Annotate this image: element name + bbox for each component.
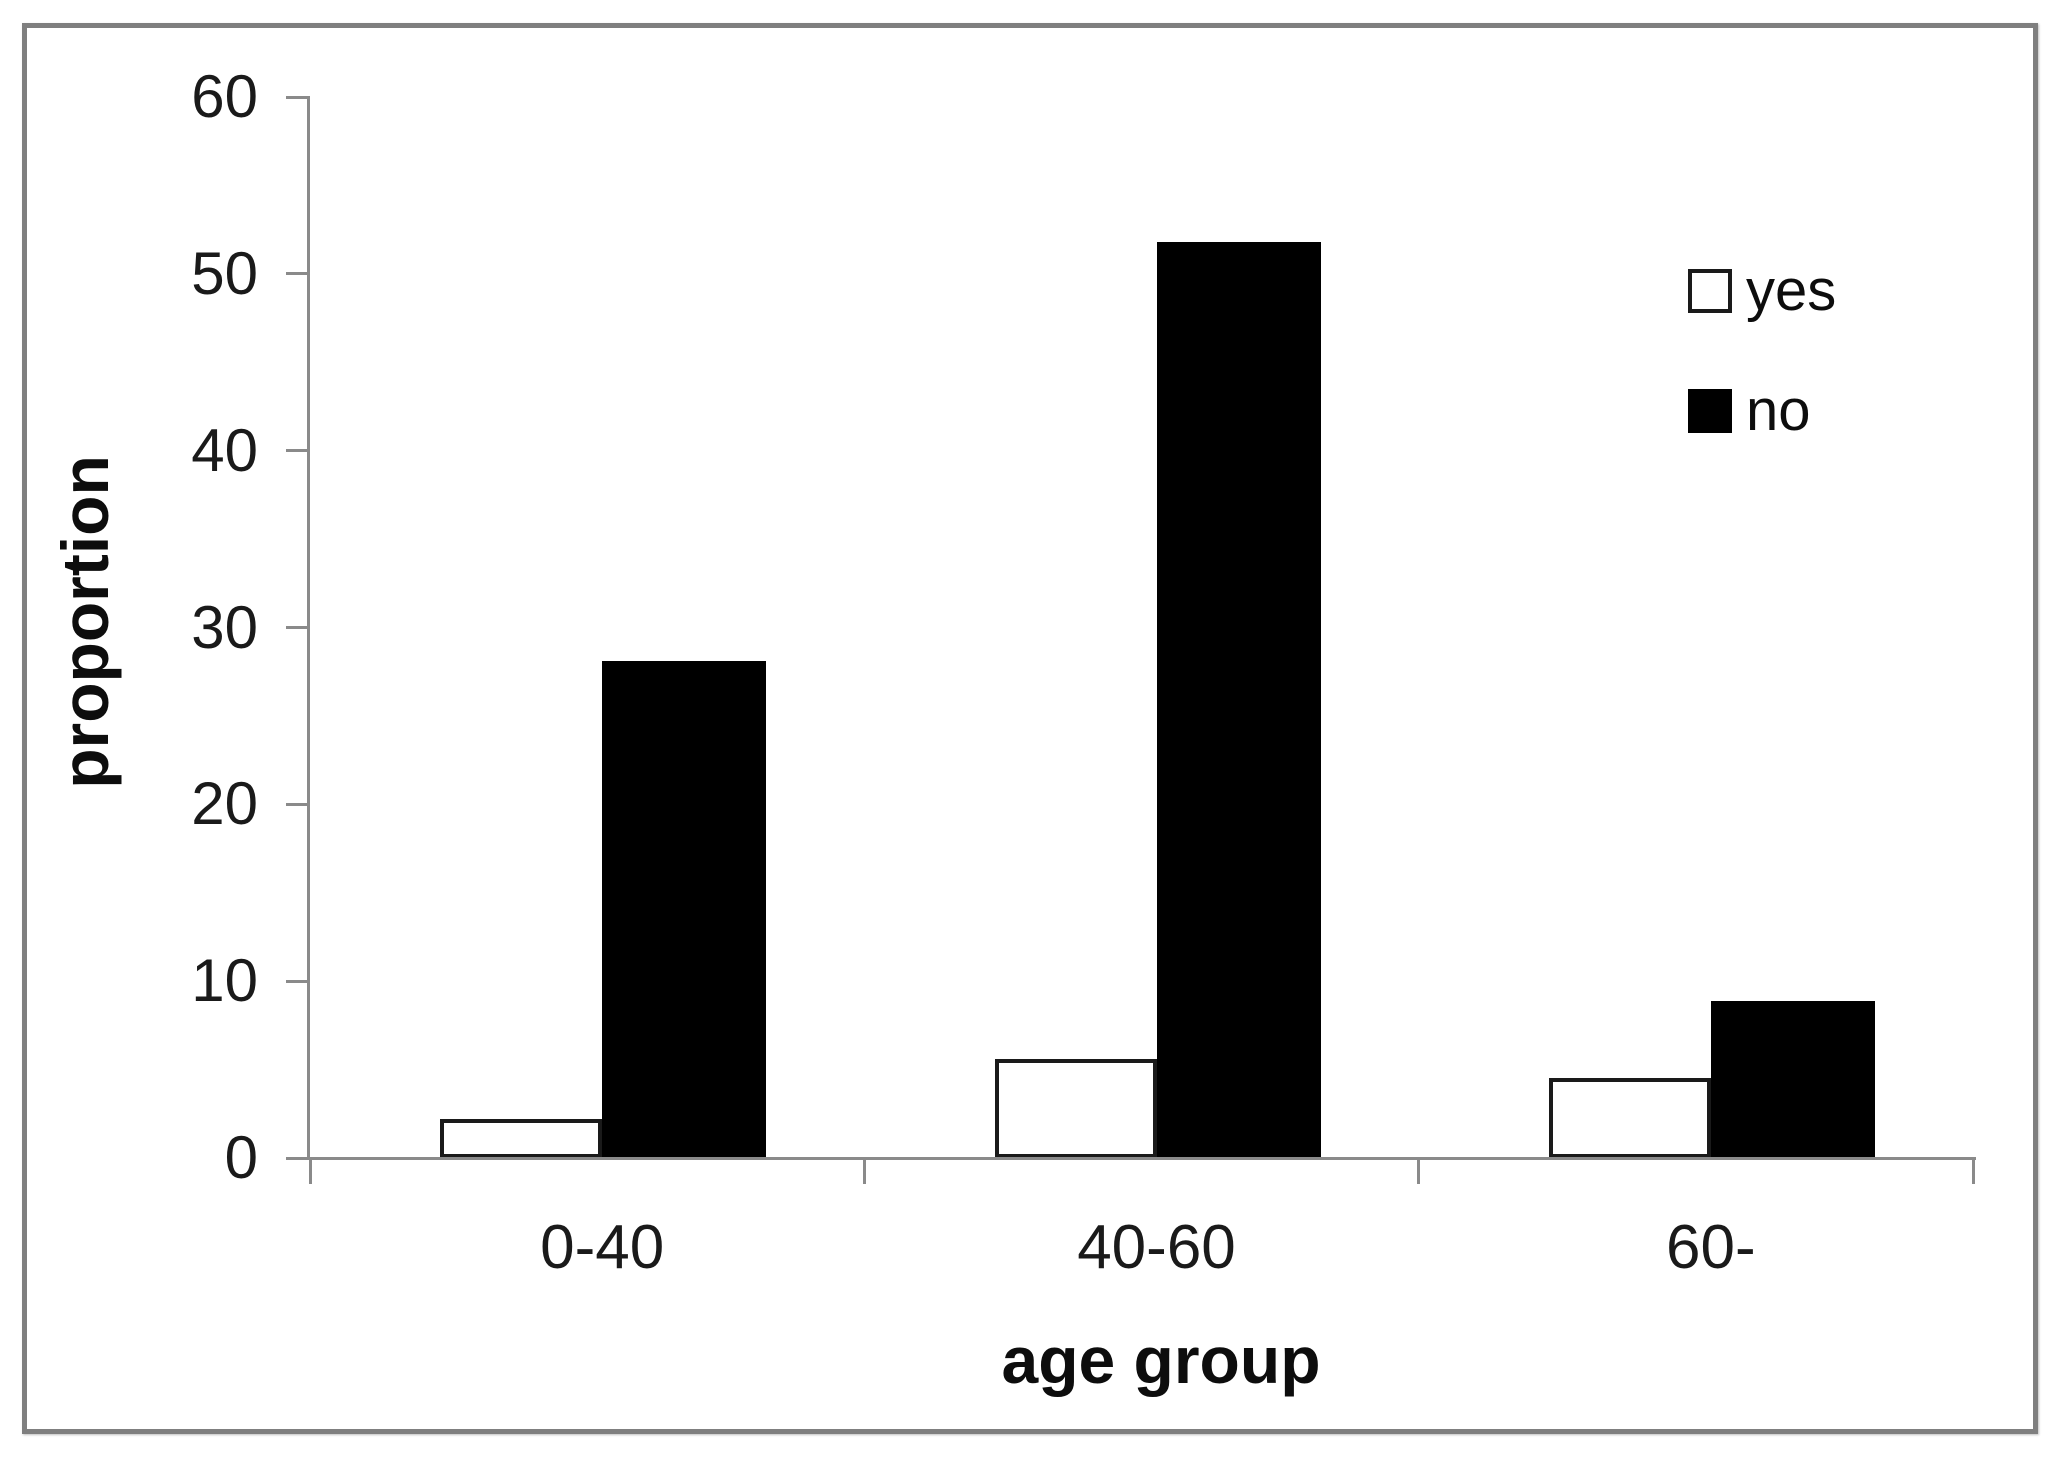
y-tick-label: 40 xyxy=(191,416,258,484)
y-axis-tick xyxy=(286,272,308,276)
legend-swatch-yes xyxy=(1688,269,1732,313)
x-tick-label-0-40: 0-40 xyxy=(540,1213,665,1282)
legend-swatch-no xyxy=(1688,389,1732,433)
y-tick-label: 30 xyxy=(191,593,258,661)
bar-no-0-40 xyxy=(602,661,767,1158)
x-axis-line xyxy=(307,1157,1976,1160)
y-axis-title: proportion xyxy=(48,455,122,789)
legend-label-yes: yes xyxy=(1746,258,1837,323)
x-tick-label-60-: 60- xyxy=(1666,1213,1756,1282)
x-axis-title: age group xyxy=(1001,1323,1321,1397)
y-tick-label: 20 xyxy=(191,770,258,838)
y-tick-label: 0 xyxy=(224,1124,258,1191)
legend-item-yes: yes xyxy=(1688,258,1837,323)
bar-yes-60- xyxy=(1548,1078,1711,1158)
figure-border xyxy=(22,23,2038,1434)
x-axis-tick xyxy=(862,1158,866,1184)
y-tick-label: 10 xyxy=(191,947,258,1015)
y-tick-label: 50 xyxy=(191,239,258,307)
y-axis-tick xyxy=(286,1156,308,1160)
x-axis-tick xyxy=(308,1158,312,1184)
x-axis-tick xyxy=(1971,1158,1975,1184)
bar-no-40-60 xyxy=(1156,242,1321,1158)
y-tick-label: 60 xyxy=(191,63,258,130)
bar-yes-0-40 xyxy=(440,1119,603,1158)
y-axis-line xyxy=(307,96,310,1159)
legend-item-no: no xyxy=(1688,378,1836,443)
y-axis-tick xyxy=(286,802,308,806)
bar-no-60- xyxy=(1710,1001,1875,1158)
bar-yes-40-60 xyxy=(994,1059,1157,1158)
x-tick-label-40-60: 40-60 xyxy=(1077,1213,1236,1282)
y-axis-tick xyxy=(286,95,308,99)
y-axis-tick xyxy=(286,626,308,629)
legend-label-no: no xyxy=(1746,378,1811,443)
y-axis-tick xyxy=(286,449,308,453)
legend: yes no xyxy=(1688,258,1837,443)
y-axis-tick xyxy=(286,979,308,983)
x-axis-tick xyxy=(1417,1158,1421,1184)
